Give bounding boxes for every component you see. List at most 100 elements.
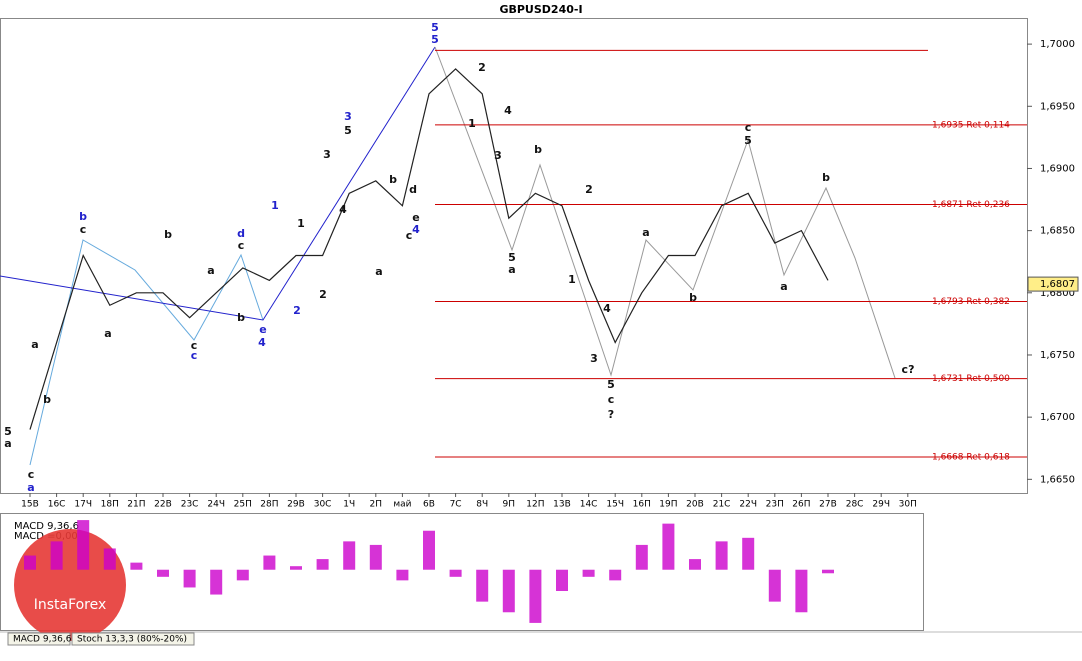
macd-bar	[77, 520, 90, 570]
wave-label: b	[822, 171, 830, 184]
wave-label: a	[508, 263, 515, 276]
wave-label: b	[689, 291, 697, 304]
macd-bar	[822, 569, 834, 574]
macd-bar	[742, 537, 755, 570]
fib-label: 1,6935 Ret 0,114	[932, 120, 1010, 130]
y-tick-label: 1,7000	[1040, 39, 1075, 50]
wave-line	[434, 46, 896, 379]
y-tick-label: 1,6700	[1040, 412, 1075, 423]
macd-bar	[795, 569, 808, 613]
x-tick-label: 22В	[154, 500, 172, 510]
wave-label: 2	[293, 304, 301, 317]
x-tick-label: 25П	[234, 500, 252, 510]
y-tick-label: 1,6750	[1040, 350, 1075, 361]
last-price-box	[1027, 276, 1079, 292]
x-tick-label: 6В	[423, 500, 435, 510]
x-tick-label: 17Ч	[74, 500, 92, 510]
fib-label: 1,6731 Ret 0,500	[932, 374, 1010, 384]
x-tick-label: 29В	[287, 500, 305, 510]
macd-bar	[635, 544, 648, 570]
macd-bar	[210, 569, 223, 595]
x-tick-label: 28П	[260, 500, 278, 510]
macd-bar	[582, 569, 595, 577]
tab[interactable]	[71, 632, 195, 646]
logo: InstaForex	[14, 529, 126, 641]
macd-bar	[130, 562, 143, 570]
x-tick-label: 28С	[846, 500, 864, 510]
wave-line	[29, 239, 264, 466]
wave-label: a	[780, 280, 787, 293]
macd-bar	[502, 569, 515, 613]
wave-label: 5	[344, 124, 352, 137]
macd-bar	[290, 566, 302, 570]
wave-label: c?	[902, 363, 915, 376]
macd-bar	[768, 569, 781, 602]
wave-label: a	[642, 226, 649, 239]
y-tick-label: 1,6900	[1040, 163, 1075, 174]
macd-bar	[423, 530, 435, 570]
tab[interactable]	[7, 632, 71, 646]
wave-label: c	[191, 349, 198, 362]
chart-title: GBPUSD240-I	[499, 3, 582, 16]
x-tick-label: 1Ч	[343, 500, 355, 510]
wave-label: 4	[504, 104, 512, 117]
macd-bar	[263, 555, 276, 570]
wave-label: b	[237, 311, 245, 324]
wave-label: c	[406, 229, 413, 242]
x-tick-label: 21С	[713, 500, 731, 510]
x-tick-label: 15В	[21, 500, 39, 510]
wave-label: 3	[323, 148, 331, 161]
macd-frame	[0, 513, 924, 631]
wave-label: a	[27, 481, 34, 494]
x-tick-label: 18П	[101, 500, 119, 510]
wave-label: c	[238, 239, 245, 252]
y-tick-label: 1,6950	[1040, 101, 1075, 112]
tab-label[interactable]: MACD 9,36,6	[13, 635, 72, 645]
x-tick-label: 13В	[553, 500, 571, 510]
x-tick-label: 22Ч	[739, 500, 757, 510]
x-tick-label: 26П	[792, 500, 810, 510]
macd-bar	[662, 523, 675, 570]
x-tick-label: 16С	[48, 500, 66, 510]
logo-badge	[14, 529, 126, 641]
fib-label: 1,6871 Ret 0,236	[932, 200, 1010, 210]
macd-bar	[157, 569, 169, 577]
wave-line	[0, 46, 436, 321]
wave-label: 4	[339, 203, 347, 216]
wave-label: ?	[608, 408, 614, 421]
wave-label: a	[207, 264, 214, 277]
logo-text: InstaForex	[34, 597, 107, 613]
macd-bar	[529, 569, 542, 623]
x-tick-label: 27В	[819, 500, 837, 510]
x-tick-label: 2П	[370, 500, 383, 510]
macd-bar	[236, 569, 249, 581]
wave-label: c	[28, 468, 35, 481]
wave-label: 4	[412, 223, 420, 236]
tab-label[interactable]: Stoch 13,3,3 (80%-20%)	[77, 635, 187, 645]
fib-label: 1,6793 Ret 0,382	[932, 297, 1010, 307]
macd-bar	[369, 544, 382, 570]
wave-label: c	[745, 121, 752, 134]
wave-label: 5	[508, 251, 516, 264]
wave-label: 4	[603, 302, 611, 315]
wave-label: 3	[344, 110, 352, 123]
macd-bar	[689, 559, 701, 570]
wave-label: 3	[494, 149, 502, 162]
fib-label: 1,6668 Ret 0,618	[932, 452, 1010, 462]
macd-bar	[316, 559, 329, 570]
x-tick-label: 20В	[686, 500, 704, 510]
x-tick-label: 30П	[899, 500, 917, 510]
wave-label: b	[389, 173, 397, 186]
wave-label: 1	[468, 117, 476, 130]
macd-bar	[103, 548, 116, 570]
x-tick-label: 24Ч	[207, 500, 225, 510]
x-tick-label: 21П	[127, 500, 145, 510]
wave-label: 2	[319, 288, 327, 301]
macd-bar	[343, 541, 356, 570]
y-tick-label: 1,6850	[1040, 226, 1075, 237]
wave-label: b	[43, 393, 51, 406]
wave-label: 5	[744, 134, 752, 147]
macd-bar	[449, 569, 462, 577]
x-tick-label: 14С	[580, 500, 598, 510]
